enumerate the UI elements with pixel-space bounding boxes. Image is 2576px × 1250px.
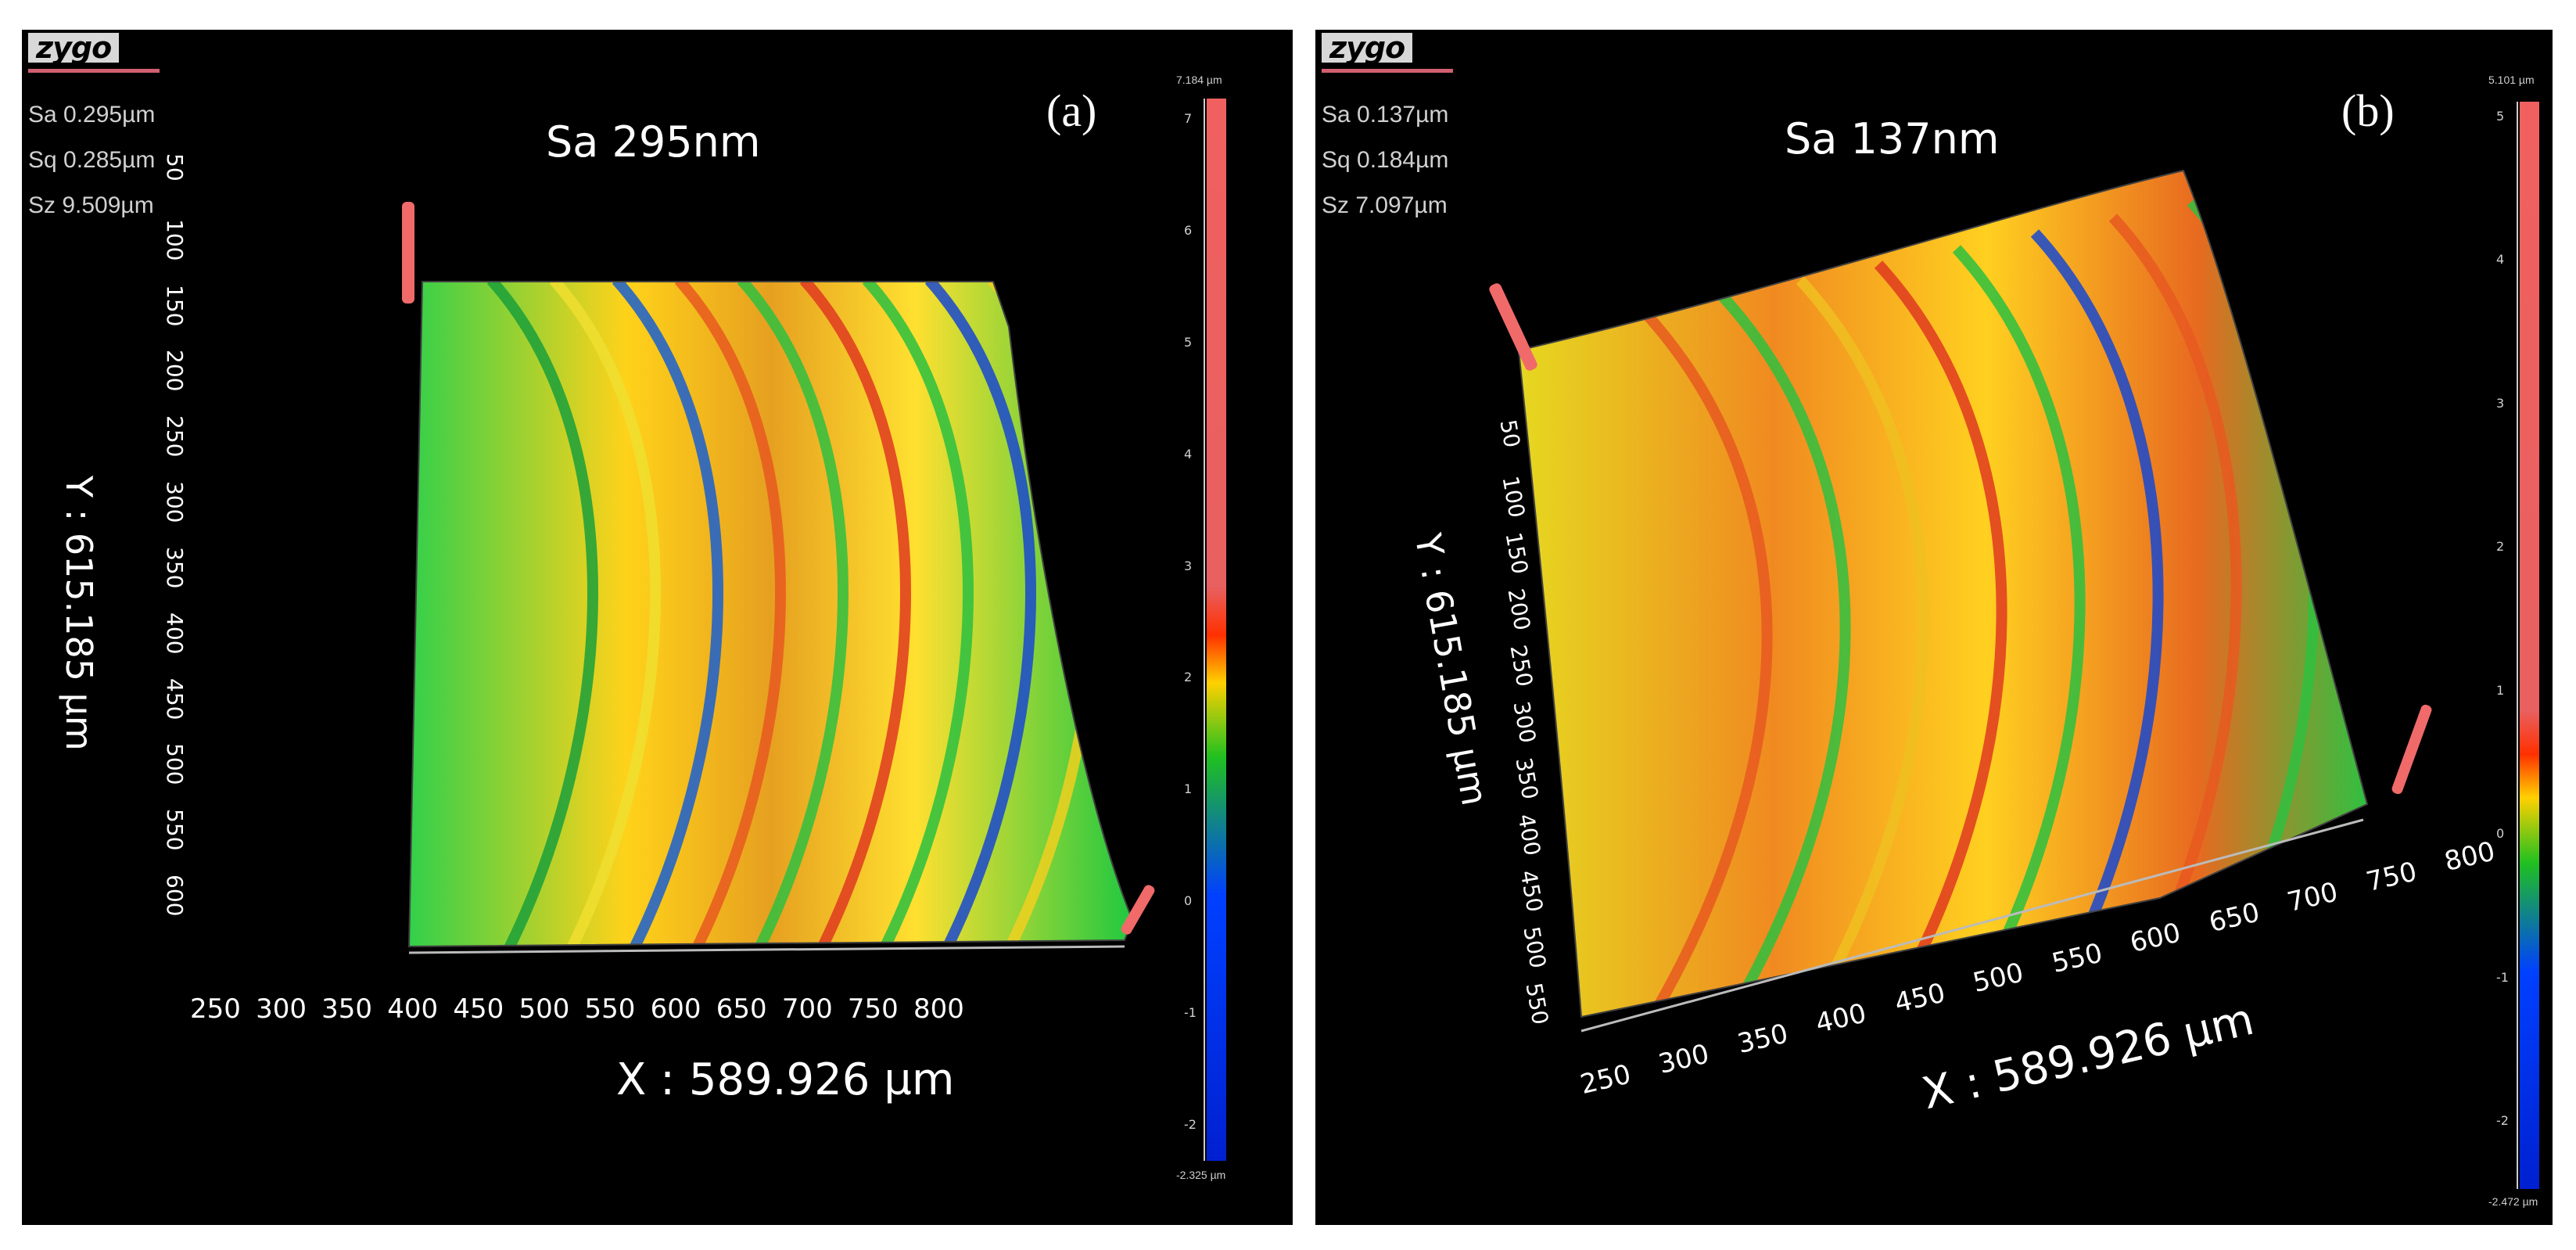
x-axis-line bbox=[408, 945, 1125, 954]
panel-title: Sa 137nm bbox=[1785, 114, 2000, 163]
surface-mesh bbox=[1519, 171, 2367, 1017]
y-tick-label: 300 bbox=[162, 481, 188, 523]
x-tick-label: 300 bbox=[256, 993, 307, 1025]
surface-profile-panel-a: zygo Sa 0.295µm Sq 0.285µm Sz 9.509µm Sa… bbox=[22, 30, 1293, 1225]
colorbar-min-label: -2.472 µm bbox=[2488, 1195, 2538, 1208]
stat-sz: Sz 9.509µm bbox=[28, 192, 154, 218]
y-tick-label: 550 bbox=[162, 809, 188, 851]
colorbar-tick: -2 bbox=[1184, 1116, 1197, 1132]
y-tick-label: 350 bbox=[162, 546, 188, 589]
y-tick-label: 600 bbox=[162, 875, 188, 917]
x-axis-label: X : 589.926 µm bbox=[616, 1054, 955, 1105]
colorbar-tick: 5 bbox=[2496, 108, 2505, 124]
panel-label: (a) bbox=[1046, 85, 1097, 136]
colorbar-tick: -1 bbox=[2496, 969, 2509, 985]
x-tick-label: 600 bbox=[650, 993, 701, 1025]
colorbar-tick: 4 bbox=[2496, 252, 2505, 268]
panel-label: (b) bbox=[2341, 85, 2395, 136]
surface-profile-panel-b: zygo Sa 0.137µm Sq 0.184µm Sz 7.097µm Sa… bbox=[1315, 30, 2553, 1225]
colorbar-max-label: 7.184 µm bbox=[1176, 74, 1222, 86]
colorbar-tick: 3 bbox=[2496, 395, 2505, 411]
y-tick-label: 250 bbox=[162, 415, 188, 458]
x-tick-label: 500 bbox=[518, 993, 570, 1025]
colorbar-tick: -2 bbox=[2496, 1113, 2509, 1129]
corner-marker bbox=[1121, 885, 1155, 935]
z-pole-marker bbox=[1489, 283, 1537, 371]
panel-title: Sa 295nm bbox=[546, 117, 761, 167]
x-tick-label: 350 bbox=[321, 993, 373, 1025]
x-tick-label: 400 bbox=[387, 993, 439, 1025]
y-tick-label: 400 bbox=[162, 612, 188, 655]
colorbar-tick: 2 bbox=[2496, 539, 2505, 555]
x-axis-line bbox=[1580, 818, 2364, 1033]
stat-sq: Sq 0.285µm bbox=[28, 147, 156, 173]
z-pole-marker bbox=[402, 202, 414, 304]
y-tick-label: 150 bbox=[162, 284, 188, 327]
y-tick-label: 450 bbox=[162, 677, 188, 720]
colorbar-tick: 7 bbox=[1184, 111, 1193, 127]
colorbar-tick: 0 bbox=[2496, 826, 2505, 842]
colorbar-tick: 6 bbox=[1184, 223, 1193, 239]
y-tick-label: 50 bbox=[1494, 418, 1526, 450]
colorbar-min-label: -2.325 µm bbox=[1176, 1169, 1226, 1181]
height-colorbar bbox=[1207, 99, 1226, 1161]
y-tick-label: 100 bbox=[162, 218, 188, 261]
colorbar-tick: 1 bbox=[2496, 682, 2505, 698]
height-colorbar bbox=[2520, 102, 2539, 1189]
surface-3d-plot bbox=[1489, 102, 2539, 1189]
colorbar-tick: 3 bbox=[1184, 558, 1193, 573]
logo-underline bbox=[28, 69, 160, 73]
stat-sa: Sa 0.137µm bbox=[1322, 102, 1449, 128]
x-tick-label: 750 bbox=[847, 993, 899, 1025]
x-tick-label: 650 bbox=[716, 993, 767, 1025]
zygo-logo: zygo bbox=[1322, 33, 1413, 63]
y-axis-label: Y : 615.185 µm bbox=[58, 476, 100, 751]
stat-sq: Sq 0.184µm bbox=[1322, 147, 1449, 173]
x-tick-label: 550 bbox=[584, 993, 636, 1025]
x-tick-label: 250 bbox=[190, 993, 241, 1025]
colorbar-max-label: 5.101 µm bbox=[2488, 74, 2535, 86]
colorbar-tick: 1 bbox=[1184, 781, 1193, 797]
x-tick-label: 700 bbox=[781, 993, 833, 1025]
zygo-logo: zygo bbox=[28, 33, 120, 63]
colorbar-tick: 0 bbox=[1184, 893, 1193, 908]
x-tick-label: 800 bbox=[913, 993, 964, 1025]
y-tick-label: 500 bbox=[162, 743, 188, 785]
corner-marker bbox=[2391, 704, 2432, 795]
stat-sa: Sa 0.295µm bbox=[28, 102, 156, 128]
colorbar-tick: 5 bbox=[1184, 334, 1193, 350]
surface-3d-plot bbox=[402, 99, 1226, 1161]
x-tick-label: 450 bbox=[453, 993, 504, 1025]
stat-sz: Sz 7.097µm bbox=[1322, 192, 1448, 218]
colorbar-tick: 4 bbox=[1184, 446, 1193, 462]
y-tick-label: 50 bbox=[162, 153, 188, 181]
colorbar-tick: -1 bbox=[1184, 1004, 1197, 1020]
logo-underline bbox=[1322, 69, 1453, 73]
y-tick-label: 200 bbox=[162, 350, 188, 392]
colorbar-tick: 2 bbox=[1184, 670, 1193, 685]
surface-mesh bbox=[409, 282, 1132, 946]
roughness-stats: Sa 0.295µm Sq 0.285µm Sz 9.509µm bbox=[28, 92, 155, 228]
roughness-stats: Sa 0.137µm Sq 0.184µm Sz 7.097µm bbox=[1322, 92, 1448, 228]
